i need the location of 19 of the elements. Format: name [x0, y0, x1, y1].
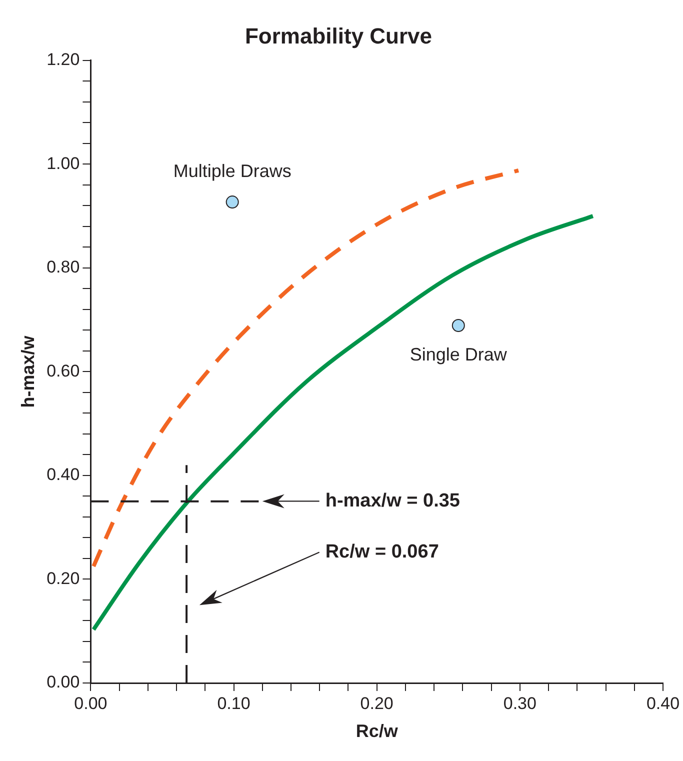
x-tick-label: 0.00	[74, 694, 108, 713]
x-axis-title: Rc/w	[356, 721, 399, 742]
series-label: Single Draw	[410, 344, 508, 364]
annotation: h-max/w = 0.35	[325, 490, 460, 512]
chart-title: Formability Curve	[244, 23, 432, 48]
y-tick-label: 0.20	[46, 568, 80, 588]
x-tick-label: 0.40	[646, 694, 680, 713]
y-tick-label: 0.80	[46, 258, 80, 277]
x-tick-label: 0.20	[360, 694, 394, 713]
annotation: Rc/w = 0.067	[325, 541, 439, 562]
y-tick-label: 0.40	[46, 465, 80, 484]
y-tick-label: 1.00	[46, 154, 80, 173]
series-label: Multiple Draws	[173, 161, 292, 182]
x-tick-label: 0.30	[503, 694, 536, 713]
x-tick-label: 0.10	[217, 694, 250, 713]
y-tick-label: 0.60	[46, 361, 80, 380]
y-tick-label: 1.20	[46, 50, 80, 70]
y-axis-title: h-max/w	[18, 334, 38, 408]
y-tick-label: 0.00	[46, 672, 80, 692]
